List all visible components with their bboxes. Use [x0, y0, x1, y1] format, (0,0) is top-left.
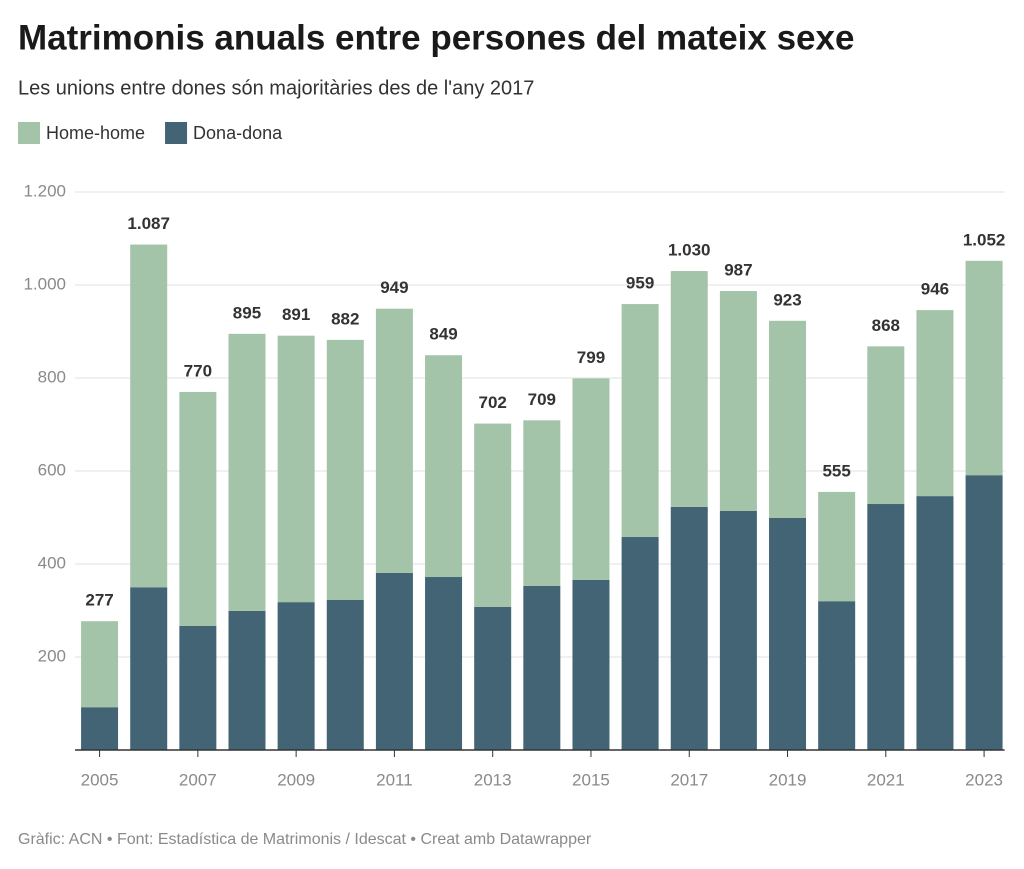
x-tick-label: 2017: [670, 770, 708, 789]
bar-segment: [769, 320, 807, 518]
bar-segment: [179, 391, 217, 626]
bar-segment: [130, 244, 168, 588]
y-tick-label: 600: [38, 460, 66, 479]
legend-label: Dona-dona: [193, 123, 283, 143]
bar-segment: [523, 585, 561, 750]
bar-segment: [965, 260, 1003, 476]
legend-label: Home-home: [46, 123, 145, 143]
bar-segment: [572, 378, 610, 580]
bar-segment: [179, 625, 217, 750]
bar-segment: [474, 606, 512, 750]
footer: Gràfic: ACN • Font: Estadística de Matri…: [18, 831, 592, 848]
legend-swatch: [18, 122, 40, 144]
total-label: 277: [85, 591, 113, 610]
total-label: 959: [626, 274, 654, 293]
bar-segment: [130, 587, 168, 750]
bar-segment: [326, 599, 364, 750]
bar-segment: [572, 579, 610, 750]
x-tick-label: 2021: [867, 770, 905, 789]
bar-segment: [326, 339, 364, 600]
bar-segment: [228, 610, 266, 750]
bar-segment: [425, 577, 463, 750]
bar-segment: [670, 271, 708, 507]
legend-swatch: [165, 122, 188, 144]
bar-segment: [867, 346, 905, 505]
total-label: 1.030: [668, 241, 711, 260]
total-label: 868: [872, 316, 900, 335]
y-tick-label: 1.000: [23, 274, 66, 293]
bar-segment: [228, 333, 266, 611]
y-tick-label: 400: [38, 553, 66, 572]
bar-segment: [277, 602, 315, 750]
bar-segment: [867, 504, 905, 750]
x-tick-label: 2019: [769, 770, 807, 789]
chart-subtitle: Les unions entre dones són majoritàries …: [18, 77, 534, 99]
y-tick-label: 1.200: [23, 181, 66, 200]
total-label: 882: [331, 309, 359, 328]
bar-segment: [375, 572, 413, 750]
bar-segment: [818, 601, 856, 750]
total-label: 949: [380, 278, 408, 297]
x-tick-label: 2007: [179, 770, 217, 789]
bar-segment: [719, 510, 757, 750]
total-label: 702: [479, 393, 507, 412]
bar-segment: [719, 291, 757, 511]
bar-segment: [621, 304, 659, 538]
total-label: 770: [184, 361, 212, 380]
total-label: 1.087: [127, 214, 170, 233]
bar-segment: [81, 621, 119, 708]
x-tick-label: 2015: [572, 770, 610, 789]
x-tick-label: 2005: [81, 770, 119, 789]
bar-segment: [769, 517, 807, 750]
x-tick-label: 2013: [474, 770, 512, 789]
bar-segment: [670, 506, 708, 750]
bar-segment: [474, 423, 512, 607]
bar-segment: [916, 496, 954, 750]
total-label: 895: [233, 303, 261, 322]
total-label: 891: [282, 305, 310, 324]
y-tick-label: 800: [38, 367, 66, 386]
total-label: 709: [528, 390, 556, 409]
total-label: 799: [577, 348, 605, 367]
total-label: 555: [822, 461, 850, 480]
bar-segment: [916, 310, 954, 497]
x-tick-label: 2011: [376, 770, 413, 789]
total-label: 923: [773, 290, 801, 309]
bar-segment: [425, 355, 463, 578]
bar-segment: [81, 707, 119, 750]
bar-segment: [523, 420, 561, 586]
bar-segment: [818, 491, 856, 602]
bar-segment: [277, 335, 315, 603]
total-label: 849: [429, 325, 457, 344]
bar-segment: [375, 308, 413, 573]
x-tick-label: 2023: [965, 770, 1003, 789]
total-label: 987: [724, 261, 752, 280]
total-label: 946: [921, 280, 949, 299]
total-label: 1.052: [963, 230, 1006, 249]
bar-segment: [621, 537, 659, 750]
chart-title: Matrimonis anuals entre persones del mat…: [18, 18, 854, 57]
bar-segment: [965, 475, 1003, 750]
x-tick-label: 2009: [277, 770, 315, 789]
y-tick-label: 200: [38, 646, 66, 665]
